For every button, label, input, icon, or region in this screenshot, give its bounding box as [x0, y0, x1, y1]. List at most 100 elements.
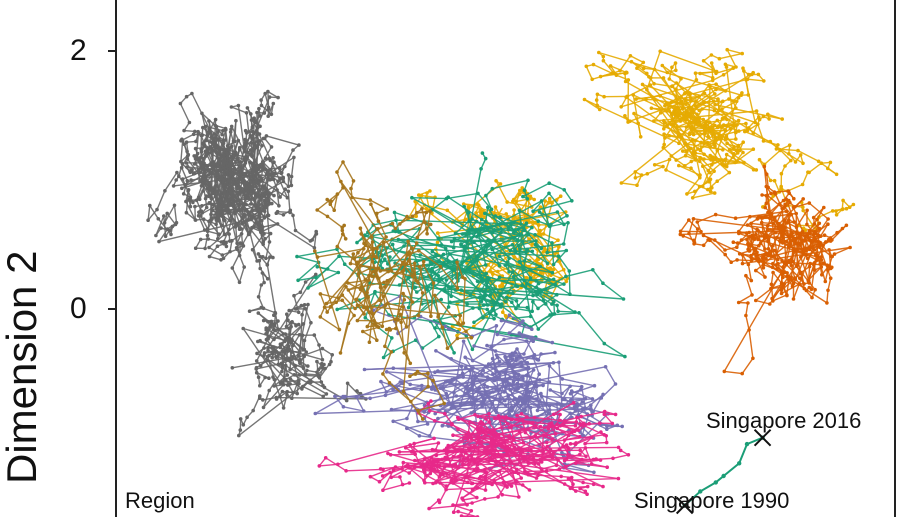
series-segment: [276, 189, 280, 206]
series-segment: [715, 213, 736, 219]
series-segment: [604, 366, 617, 385]
series-segment: [237, 105, 245, 147]
series-segment: [181, 163, 191, 173]
series-segment: [179, 103, 191, 123]
series-segment: [369, 394, 386, 399]
series-segment: [246, 168, 257, 183]
series-segment: [322, 348, 333, 356]
series-5-lines: [295, 151, 627, 360]
series-point: [259, 98, 263, 102]
series-segment: [548, 182, 565, 191]
series-segment: [692, 192, 715, 199]
series-segment: [318, 344, 324, 360]
series-segment: [246, 202, 272, 206]
series-segment: [449, 300, 482, 303]
series-segment: [257, 284, 262, 297]
series-segment: [204, 151, 215, 169]
series-segment: [446, 192, 479, 200]
series-segment: [745, 302, 749, 316]
series-segment: [619, 55, 631, 72]
series-point: [265, 191, 270, 195]
series-segment: [155, 215, 165, 236]
series-segment: [243, 126, 254, 152]
series-segment: [699, 72, 713, 79]
series-point: [297, 373, 302, 377]
series-segment: [659, 50, 717, 73]
series-segment: [223, 156, 241, 163]
series-segment: [238, 177, 240, 201]
series-segment: [290, 157, 295, 177]
series-segment: [254, 180, 269, 194]
series-segment: [198, 167, 214, 171]
series-segment: [147, 209, 158, 221]
series-point: [204, 194, 208, 198]
series-segment: [827, 278, 832, 291]
series-segment: [568, 270, 571, 295]
series-segment: [262, 384, 285, 408]
series-segment: [203, 218, 217, 225]
series-segment: [282, 355, 311, 381]
series-segment: [236, 181, 258, 262]
series-segment: [163, 204, 176, 224]
series-segment: [243, 164, 267, 205]
series-segment: [248, 180, 263, 199]
series-segment: [248, 196, 269, 199]
series-segment: [262, 223, 278, 228]
series-segment: [282, 394, 288, 409]
series-0-lines: [146, 89, 319, 285]
series-segment: [421, 194, 436, 198]
series-point: [844, 206, 849, 211]
series-4-lines: [678, 164, 852, 376]
series-segment: [213, 131, 219, 147]
series-segment: [236, 249, 245, 268]
series-segment: [244, 139, 254, 150]
series-segment: [209, 150, 214, 221]
series-segment: [292, 215, 297, 231]
series-segment: [737, 259, 752, 262]
series-point: [249, 112, 253, 116]
series-segment: [602, 282, 624, 300]
series-segment: [261, 220, 265, 235]
series-segment: [229, 240, 233, 252]
series-lines: [146, 47, 856, 517]
series-segment: [158, 214, 269, 243]
series-segment: [181, 167, 188, 182]
series-segment: [239, 147, 245, 160]
series-segment: [808, 162, 822, 173]
series-segment: [267, 103, 274, 117]
series-segment: [267, 90, 279, 99]
series-segment: [228, 129, 232, 148]
series-segment: [178, 163, 184, 177]
series-segment: [268, 371, 283, 391]
series-segment: [214, 170, 217, 193]
series-segment: [226, 199, 239, 211]
series-segment: [205, 125, 224, 132]
series-segment: [231, 233, 243, 242]
series-segment: [553, 301, 556, 314]
series-segment: [217, 131, 238, 193]
series-segment: [295, 229, 311, 242]
series-point: [256, 142, 261, 147]
series-segment: [187, 190, 194, 203]
series-segment: [180, 140, 184, 162]
series-segment: [292, 334, 301, 346]
series-segment: [235, 203, 273, 228]
series-segment: [223, 164, 250, 235]
series-segment: [231, 164, 245, 167]
series-segment: [199, 180, 212, 199]
series-segment: [346, 383, 349, 401]
series-segment: [273, 374, 288, 387]
series-segment: [263, 169, 271, 187]
series-segment: [264, 138, 273, 148]
series-segment: [164, 172, 178, 192]
series-segment: [680, 219, 690, 232]
series-segment: [198, 162, 212, 171]
series-point: [249, 118, 254, 122]
series-segment: [208, 246, 223, 256]
series-segment: [558, 310, 576, 313]
series-segment: [217, 205, 257, 217]
series-segment: [764, 149, 781, 165]
series-segment: [252, 395, 261, 411]
series-segment: [276, 391, 288, 400]
